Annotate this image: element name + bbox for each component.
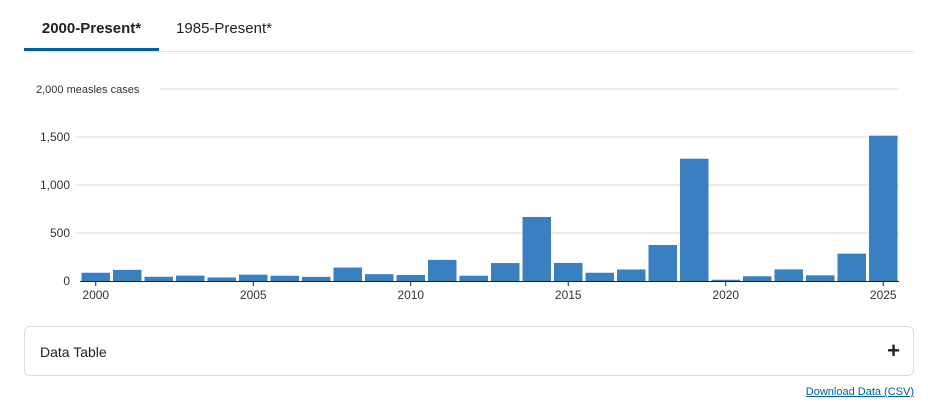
bar <box>333 267 362 281</box>
bar <box>396 274 425 281</box>
y-tick-label: 500 <box>50 226 70 240</box>
bar <box>239 274 268 281</box>
bar <box>743 276 772 281</box>
data-table-label: Data Table <box>40 344 107 360</box>
x-tick-label: 2025 <box>870 288 897 302</box>
data-table-accordion[interactable]: Data Table + <box>24 326 914 376</box>
tab-1985-present[interactable]: 1985-Present* <box>176 20 272 37</box>
y-tick-label: 1,500 <box>40 130 70 144</box>
bar <box>113 269 142 281</box>
bar <box>869 135 898 281</box>
y-tick-label: 2,000 measles cases <box>36 84 140 96</box>
x-tick-label: 2005 <box>240 288 267 302</box>
bar <box>491 263 520 281</box>
x-tick-label: 2010 <box>397 288 424 302</box>
bar <box>428 259 457 281</box>
x-tick-label: 2000 <box>82 288 109 302</box>
bar <box>81 272 110 281</box>
bar <box>302 276 331 281</box>
bar <box>648 245 677 281</box>
x-tick-label: 2015 <box>555 288 582 302</box>
tab-bar: 2000-Present* 1985-Present* <box>24 0 914 52</box>
x-tick-label: 2020 <box>712 288 739 302</box>
bar <box>522 216 551 281</box>
plus-icon[interactable]: + <box>887 338 900 363</box>
bar <box>806 275 835 281</box>
bar <box>617 269 646 281</box>
bar <box>144 276 173 281</box>
bar <box>680 158 709 281</box>
measles-chart: 0 500 1,000 1,500 2,000 measles cases 2000 200… <box>24 70 914 315</box>
bar <box>176 275 205 281</box>
bar <box>711 279 740 281</box>
download-csv-link[interactable]: Download Data (CSV) <box>805 386 914 398</box>
bar <box>774 269 803 281</box>
bar <box>554 262 583 281</box>
bar <box>585 272 614 281</box>
bar <box>365 274 394 281</box>
tab-2000-present[interactable]: 2000-Present* <box>24 0 159 51</box>
y-tick-label: 0 <box>63 274 70 288</box>
bar <box>459 275 488 281</box>
bar <box>837 253 866 281</box>
measles-bar-chart: 0 500 1,000 1,500 2,000 measles cases 2000 200… <box>36 84 899 302</box>
bar <box>270 275 299 281</box>
y-tick-label: 1,000 <box>40 178 70 192</box>
bar <box>207 277 236 281</box>
